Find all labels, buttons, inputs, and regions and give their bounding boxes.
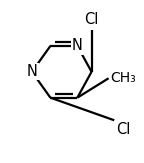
- Text: Cl: Cl: [116, 122, 130, 137]
- Text: CH₃: CH₃: [111, 71, 137, 85]
- Text: N: N: [72, 38, 83, 53]
- Text: Cl: Cl: [84, 12, 99, 27]
- Text: N: N: [26, 64, 37, 79]
